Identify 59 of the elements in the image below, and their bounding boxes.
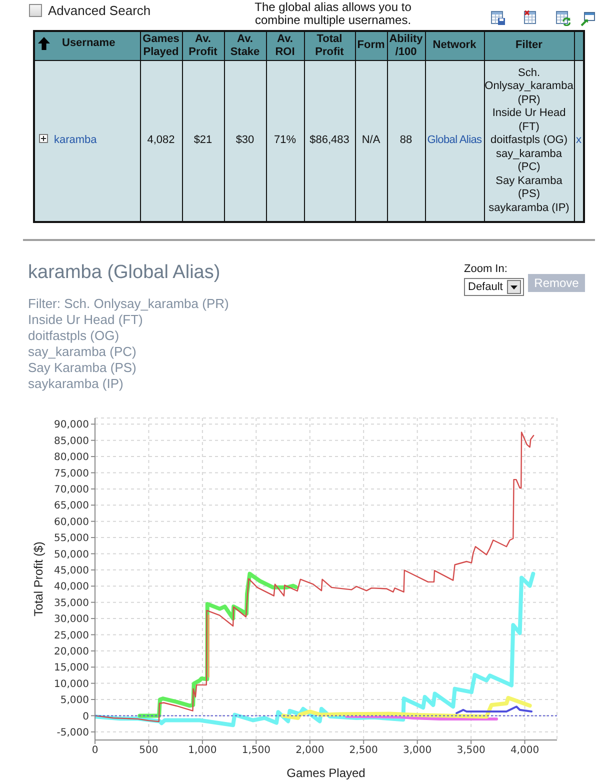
text: Av. ROI: [266, 31, 304, 60]
text: Zoom In:: [464, 263, 508, 276]
y-tick-label: 10,000: [54, 678, 89, 690]
y-tick-label: 15,000: [54, 662, 89, 674]
text: Ability /100: [387, 31, 425, 60]
text: N/A: [355, 60, 387, 222]
text: Form: [355, 31, 387, 60]
text: Total Profit: [304, 31, 355, 60]
y-tick-label: 85,000: [54, 436, 89, 447]
text: $30: [224, 60, 266, 222]
text: karamba: [54, 134, 97, 148]
y-tick-label: 45,000: [54, 565, 89, 576]
y-tick-label: 90,000: [54, 420, 89, 431]
text: The global alias allows you to combine multiple usernames.: [254, 0, 412, 27]
text: Av. Profit: [182, 31, 224, 60]
x-tick-label: 2,500: [349, 745, 378, 756]
x-tick-label: 0: [92, 745, 98, 756]
button: Remove: [528, 274, 585, 292]
y-tick-label: 40,000: [54, 582, 89, 593]
y-tick-label: 80,000: [54, 452, 89, 464]
x-tick-label: 3,500: [456, 745, 486, 756]
text: Username: [61, 37, 116, 50]
x-tick-label: 4,000: [510, 745, 540, 756]
y-tick-label: 30,000: [54, 614, 89, 626]
x-tick-label: 500: [139, 745, 158, 756]
text: Games Played: [140, 31, 182, 60]
text: 88: [387, 60, 425, 222]
x-tick-label: 1,500: [242, 745, 270, 756]
y-tick-label: 50,000: [54, 549, 89, 560]
y-tick-label: 70,000: [54, 484, 89, 496]
chart-subtitle: Filter: Sch. Onlysay_karamba (PR) Inside Ur Head (FT) doitfastpls (OG) say_karamba (PC) Say Karamba (PS) saykaramba (IP): [28, 296, 229, 392]
x-tick-label: 3,000: [403, 745, 432, 756]
text: 71%: [266, 60, 304, 222]
y-axis-title: Total Profit ($): [31, 542, 46, 616]
text: Filter: [484, 31, 574, 60]
chart-title: karamba (Global Alias): [28, 262, 220, 284]
text: x: [574, 60, 584, 222]
y-tick-label: -5,000: [56, 727, 89, 738]
text: $21: [182, 60, 224, 222]
y-tick-label: 0: [82, 711, 89, 722]
y-tick-label: 5,000: [60, 695, 89, 706]
y-tick-label: 20,000: [54, 646, 89, 658]
text: Global Alias: [425, 60, 484, 222]
y-tick-label: 65,000: [54, 500, 89, 512]
text: $86,483: [304, 60, 355, 222]
text: Av. Stake: [224, 31, 266, 60]
y-tick-label: 25,000: [54, 630, 89, 642]
y-tick-label: 60,000: [54, 516, 89, 528]
text: Advanced Search: [48, 3, 151, 18]
y-tick-label: 75,000: [54, 468, 89, 480]
text: 4,082: [140, 60, 182, 222]
line-series: [95, 432, 534, 722]
x-axis-title: Games Played: [286, 766, 366, 780]
y-tick-label: 55,000: [54, 533, 89, 544]
x-tick-label: 1,000: [188, 745, 217, 756]
text: Sch. Onlysay_karamba (PR) Inside Ur Head (FT) doitfastpls (OG) say_karamba (PC) Say Karamba (PS) saykaramba (IP): [484, 66, 574, 214]
x-tick-label: 2,000: [296, 745, 324, 756]
y-tick-label: 35,000: [54, 598, 89, 609]
text: Network: [425, 31, 484, 60]
